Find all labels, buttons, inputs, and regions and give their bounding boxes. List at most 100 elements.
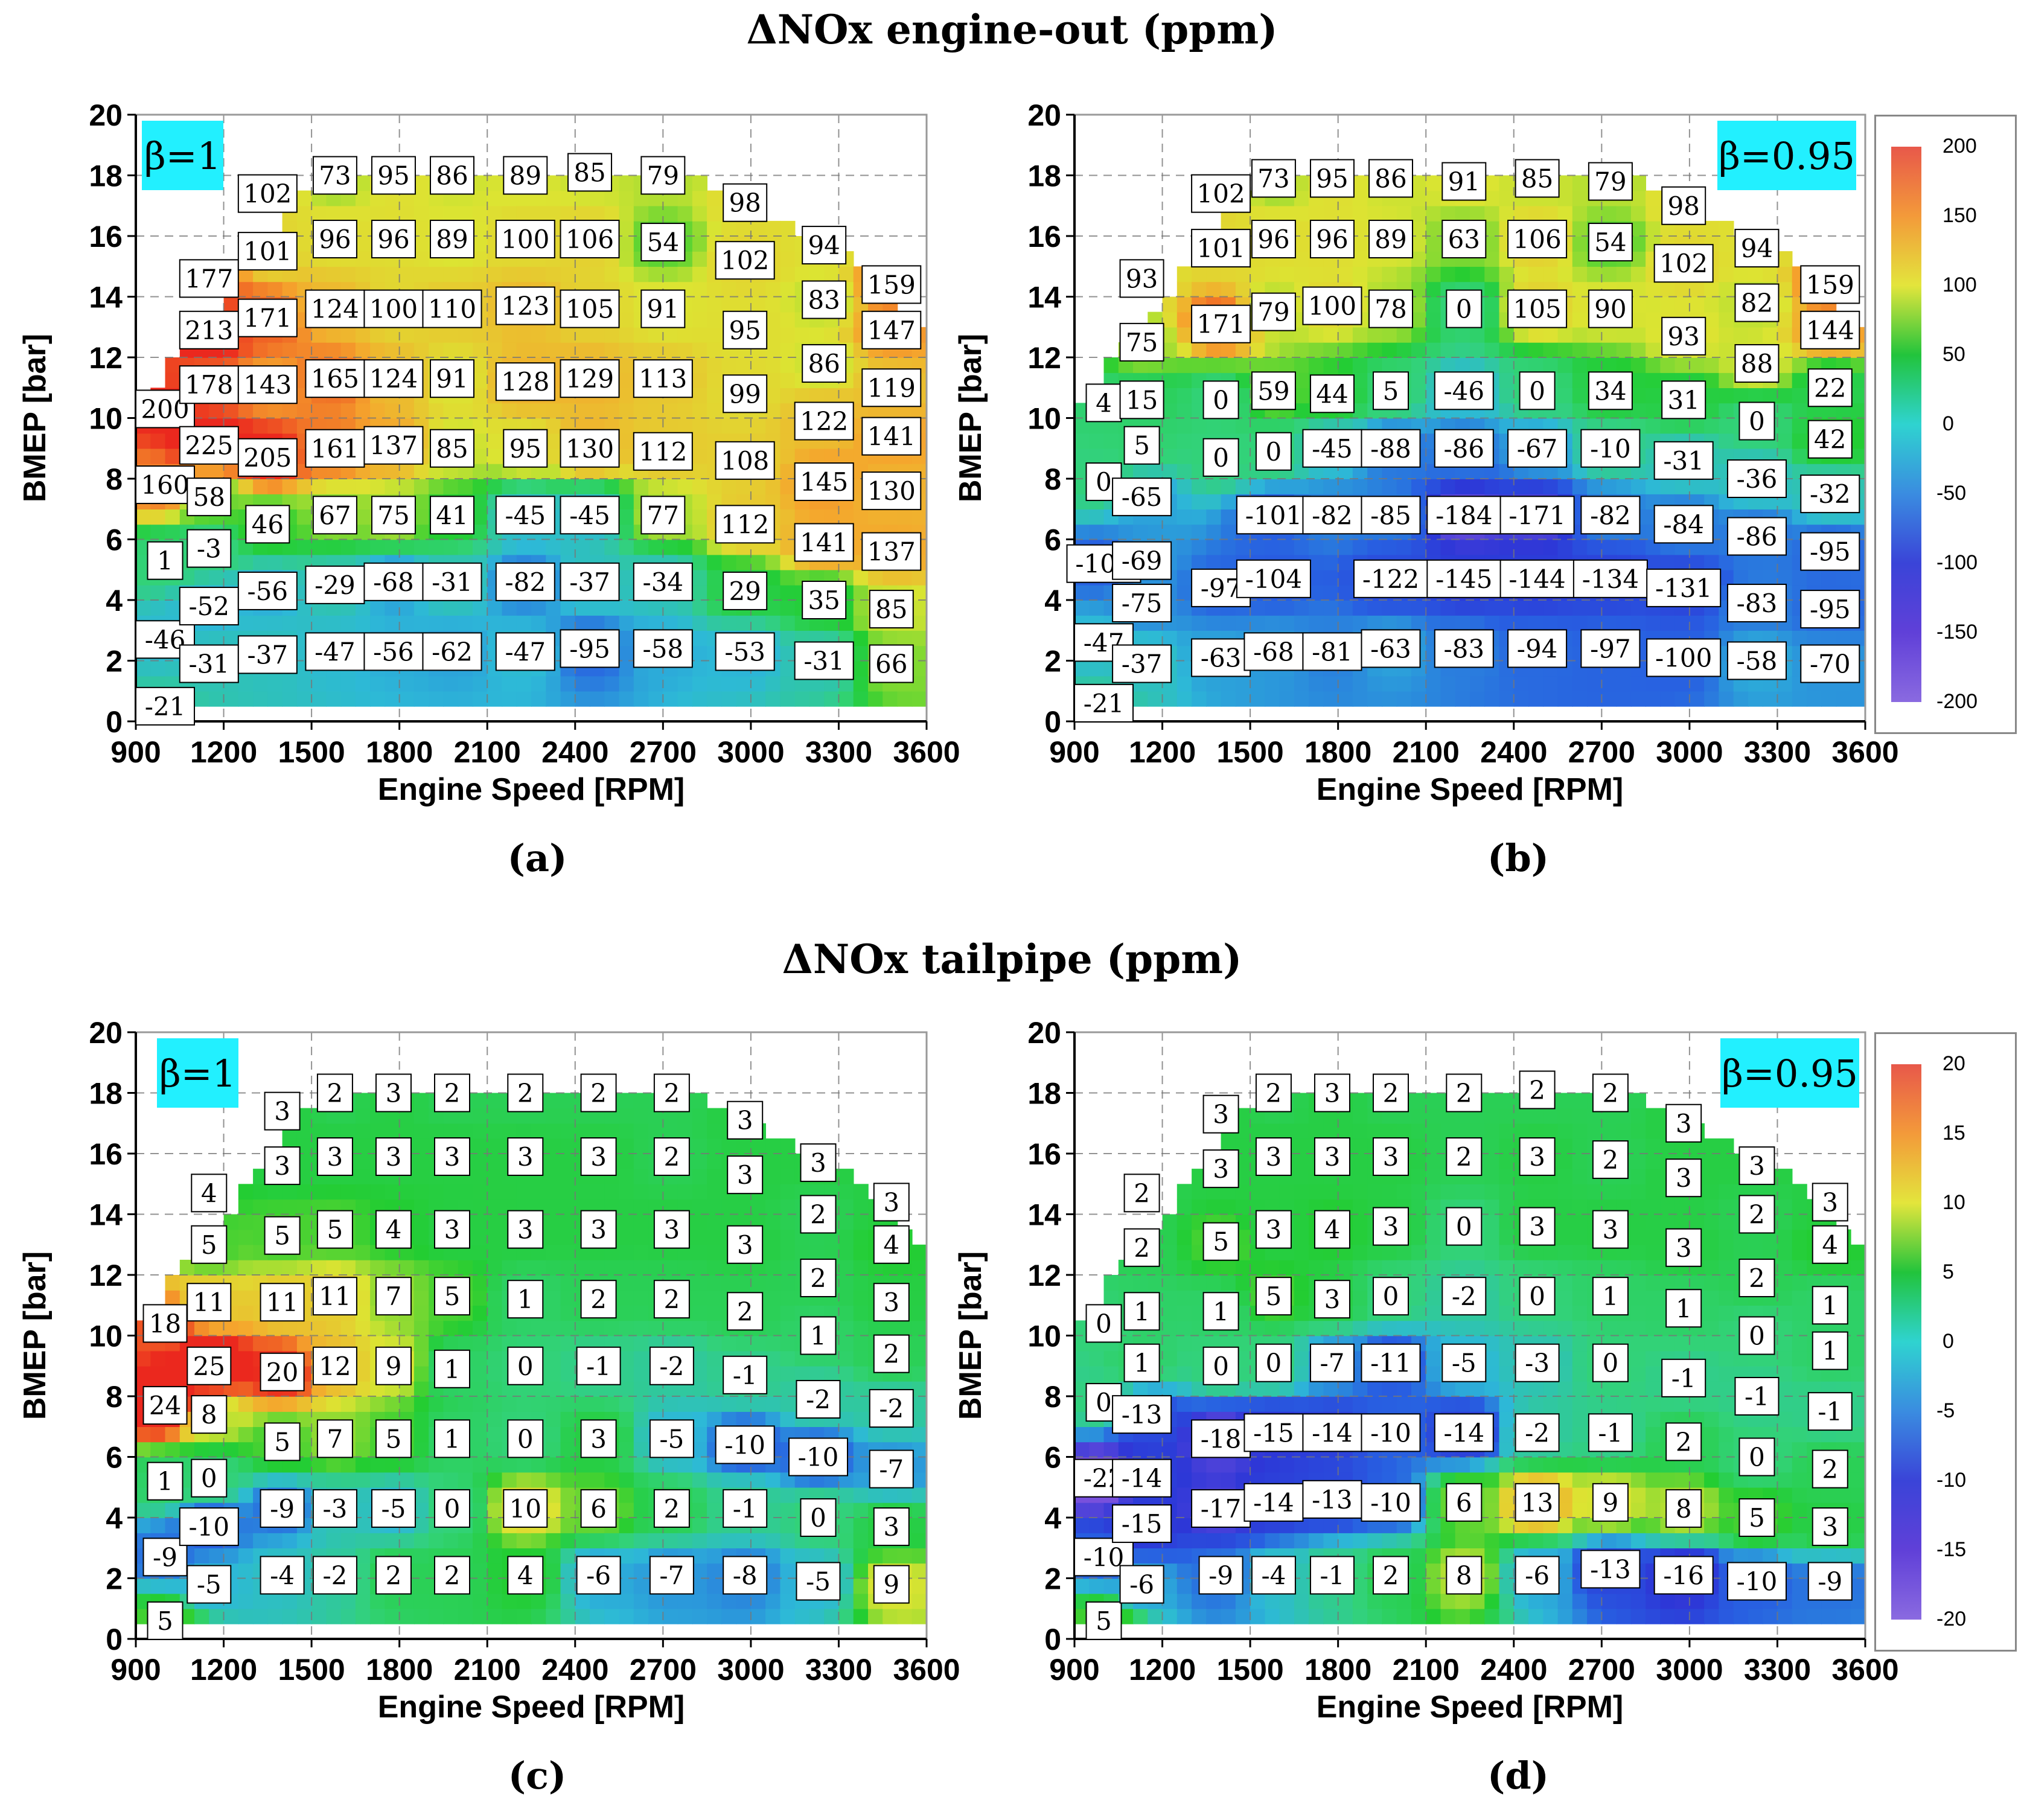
heat-cell: [340, 1259, 356, 1276]
heat-cell: [575, 342, 590, 358]
beta-annotation-text: β=1: [144, 134, 221, 178]
data-label: 159: [861, 265, 922, 304]
heat-cell: [1176, 584, 1192, 601]
heat-cell: [429, 1457, 444, 1473]
heat-cell: [1630, 479, 1646, 494]
heat-cell: [413, 509, 429, 525]
heat-cell: [677, 675, 693, 692]
data-label-value: -31: [803, 647, 844, 676]
heat-cell: [355, 494, 371, 509]
heat-cell: [1396, 539, 1412, 555]
heat-cell: [165, 1442, 180, 1458]
data-label: 89: [503, 156, 548, 195]
heat-cell: [707, 342, 723, 358]
heat-cell: [1646, 372, 1661, 388]
heat-cell: [340, 1472, 356, 1488]
heat-cell: [707, 584, 723, 601]
heat-cell: [253, 479, 269, 494]
heat-cell: [413, 675, 429, 692]
heat-cell: [429, 205, 444, 222]
heat-cell: [1704, 372, 1720, 388]
heat-cell: [692, 220, 707, 237]
data-label-value: 141: [800, 528, 848, 558]
data-label-box: [861, 471, 922, 511]
heat-cell: [692, 266, 707, 283]
data-label-box: [1646, 638, 1722, 677]
data-label: -134: [1572, 559, 1648, 598]
heat-cell: [1352, 691, 1368, 707]
heat-cell: [1719, 266, 1734, 283]
data-label: 4: [1085, 383, 1122, 423]
data-label-value: 85: [1521, 164, 1553, 194]
heat-cell: [238, 1608, 254, 1624]
heat-cell: [282, 675, 298, 692]
data-label: 122: [794, 401, 854, 441]
heat-cell: [692, 645, 707, 662]
data-label-value: 101: [243, 237, 292, 266]
heat-cell: [1250, 539, 1266, 555]
heat-cell: [1411, 296, 1427, 313]
data-label-box: [560, 359, 620, 398]
heat-cell: [780, 372, 796, 388]
data-label-box: [312, 156, 357, 195]
heat-cell: [1557, 342, 1573, 358]
heat-cell: [165, 1290, 180, 1306]
heat-cell: [619, 266, 634, 283]
heat-cell: [619, 509, 634, 525]
heat-cell: [1396, 615, 1412, 631]
data-label-box: [1191, 304, 1251, 343]
heat-cell: [473, 675, 488, 692]
heat-cell: [370, 1593, 386, 1609]
heat-cell: [473, 539, 488, 555]
heat-cell: [809, 327, 825, 343]
heat-cell: [458, 327, 473, 343]
heat-cell: [1367, 539, 1383, 555]
heat-cell: [413, 1138, 429, 1154]
heat-cell: [1528, 600, 1544, 616]
heat-cell: [1309, 342, 1324, 358]
data-label-box: [715, 632, 775, 671]
heat-cell: [1323, 205, 1339, 222]
heat-cell: [1192, 615, 1207, 631]
data-label: 0: [1519, 371, 1556, 410]
heat-cell: [692, 584, 707, 601]
x-tick-label: 1800: [1304, 735, 1371, 769]
heat-cell: [443, 205, 459, 222]
heat-cell: [1367, 600, 1383, 616]
heat-cell: [1470, 600, 1486, 616]
heat-cell: [531, 600, 547, 616]
data-label-box: [1734, 229, 1780, 268]
data-label-box: [179, 426, 239, 465]
heat-cell: [1572, 327, 1588, 343]
heat-cell: [765, 296, 781, 313]
heat-cell: [238, 1502, 254, 1518]
data-label-value: 159: [1806, 270, 1854, 299]
heat-cell: [911, 569, 927, 586]
heat-cell: [473, 615, 488, 631]
data-label-box: [1119, 259, 1164, 298]
heat-cell: [194, 1608, 210, 1624]
heat-cell: [473, 1365, 488, 1382]
heat-cell: [897, 569, 913, 586]
data-label-box: [430, 220, 474, 259]
x-tick-label: 2100: [1393, 735, 1460, 769]
heat-cell: [1192, 509, 1207, 525]
heat-cell: [311, 1472, 327, 1488]
heat-cell: [253, 1259, 269, 1276]
data-label: 0: [1202, 438, 1239, 477]
heat-cell: [296, 236, 312, 252]
heat-cell: [1572, 190, 1588, 206]
heat-cell: [267, 1199, 283, 1215]
heat-cell: [1572, 691, 1588, 707]
heat-cell: [340, 1533, 356, 1548]
data-label: 95: [1309, 159, 1355, 198]
heat-cell: [413, 205, 429, 222]
data-label-box: [1646, 568, 1722, 607]
heat-cell: [692, 357, 707, 373]
heat-cell: [1162, 311, 1178, 328]
heat-cell: [1455, 691, 1470, 707]
data-label: 94: [1734, 229, 1780, 268]
heat-cell: [692, 251, 707, 267]
data-label-value: 5: [1134, 431, 1150, 461]
heat-cell: [1601, 205, 1617, 222]
